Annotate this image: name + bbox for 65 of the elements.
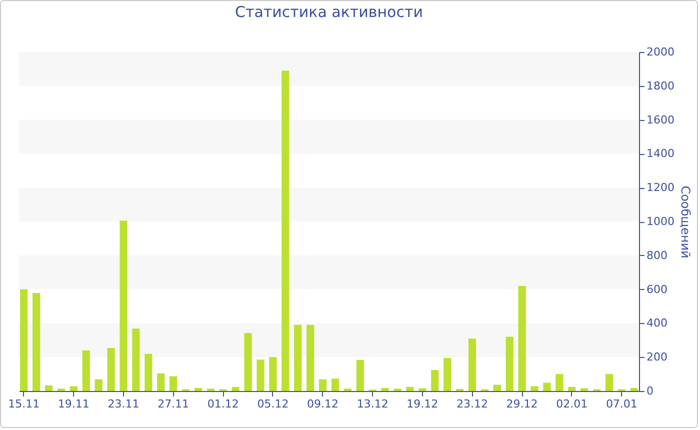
- x-tick-label: 19.11: [58, 398, 90, 410]
- bar: [518, 286, 526, 391]
- bar: [232, 386, 240, 391]
- bar: [543, 382, 551, 391]
- x-tick-label: 02.01: [556, 398, 588, 410]
- bar: [493, 384, 501, 391]
- y-tick-label: 600: [646, 282, 668, 296]
- bar: [630, 388, 638, 391]
- bar: [605, 374, 614, 391]
- bar: [418, 388, 426, 391]
- bar: [431, 370, 439, 391]
- bar: [406, 386, 414, 391]
- y-tick-label: 1800: [646, 79, 674, 92]
- bar: [269, 357, 277, 391]
- x-tick-label: 29.12: [506, 398, 538, 410]
- y-tick-label: 400: [646, 316, 668, 330]
- y-axis-title: Сообщений: [678, 186, 692, 258]
- x-tick-label: 07.01: [606, 398, 638, 410]
- bar: [468, 338, 476, 391]
- bar: [356, 360, 364, 391]
- bar: [170, 376, 178, 391]
- x-tick-label: 19.12: [406, 398, 438, 410]
- bar: [120, 220, 128, 391]
- bar: [244, 333, 252, 391]
- bar: [556, 374, 564, 391]
- bar: [506, 336, 514, 391]
- x-tick-label: 23.11: [108, 398, 140, 410]
- bar: [44, 385, 53, 391]
- x-tick-label: 23.12: [456, 398, 488, 410]
- y-tick-label: 1200: [646, 181, 674, 194]
- bar: [444, 358, 452, 391]
- bar: [132, 328, 140, 391]
- bar: [282, 70, 290, 391]
- bar: [331, 378, 340, 391]
- bar: [157, 373, 165, 391]
- bar: [256, 360, 264, 391]
- bar: [568, 386, 576, 391]
- y-tick-label: 800: [646, 248, 668, 262]
- bar: [144, 354, 152, 391]
- x-tick-label: 15.11: [8, 398, 40, 410]
- bar: [70, 386, 78, 391]
- bar: [530, 386, 538, 391]
- y-tick-label: 1600: [646, 113, 674, 126]
- x-tick-label: 27.11: [158, 398, 190, 410]
- x-tick-label: 05.12: [257, 398, 289, 410]
- y-tick-label: 0: [646, 384, 654, 398]
- chart-title: Статистика активности: [235, 3, 423, 21]
- bar: [20, 289, 28, 391]
- bar: [94, 379, 102, 391]
- y-tick-label: 1400: [646, 147, 674, 160]
- bar: [294, 324, 302, 391]
- bar: [107, 348, 115, 391]
- y-tick-label: 200: [646, 350, 668, 364]
- x-tick-label: 01.12: [207, 398, 239, 410]
- bar: [381, 388, 389, 391]
- bar: [32, 293, 40, 391]
- bar: [318, 379, 327, 391]
- bar: [194, 388, 202, 391]
- y-tick-label: 1000: [646, 215, 674, 228]
- bar: [580, 388, 588, 391]
- bar: [306, 324, 314, 391]
- y-tick-label: 2000: [646, 46, 674, 58]
- x-tick-label: 13.12: [356, 398, 388, 410]
- x-tick-label: 09.12: [307, 398, 339, 410]
- bar: [82, 350, 90, 391]
